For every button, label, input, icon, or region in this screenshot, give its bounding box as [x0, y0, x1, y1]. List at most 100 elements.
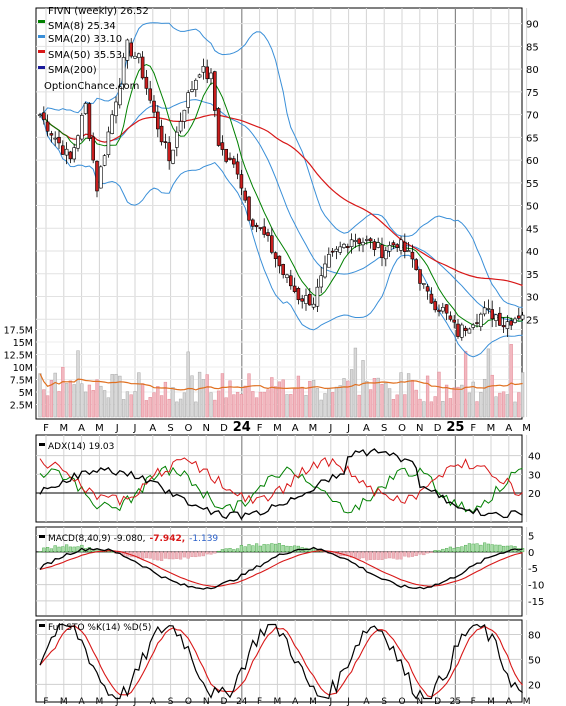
adx-title: ADX(14) 19.03 — [48, 442, 114, 452]
macd-histogram-bar — [274, 543, 278, 553]
candle-body — [494, 314, 498, 321]
volume-bar — [186, 351, 190, 418]
candle-body — [60, 145, 65, 155]
adx-y-tick-label: 20 — [528, 489, 541, 500]
candle-body — [399, 239, 403, 251]
candle-body — [243, 190, 247, 201]
volume-bar — [137, 372, 141, 418]
candle-body — [72, 147, 76, 160]
volume-bar — [327, 388, 331, 418]
volume-bar — [391, 399, 396, 418]
candle-body — [190, 89, 194, 92]
volume-bar — [197, 371, 202, 418]
candle-body — [326, 254, 331, 268]
x-tick-label-bottom: D — [221, 697, 228, 706]
macd-histogram-bar — [46, 547, 50, 553]
volume-bar — [178, 398, 183, 418]
macd-histogram-bar — [353, 551, 357, 558]
candle-body — [459, 324, 464, 338]
macd-histogram-bar — [479, 544, 483, 553]
macd-histogram-bar — [266, 544, 270, 553]
volume-y-tick-label: 15M — [13, 338, 33, 349]
candle-body — [376, 242, 381, 248]
x-tick-label-bottom: M — [523, 697, 531, 706]
legend-swatch-sma200 — [38, 66, 45, 69]
macd-value: -9.080, — [114, 534, 146, 544]
macd-histogram-bar — [456, 547, 460, 553]
volume-bar — [479, 391, 483, 418]
volume-bar — [505, 394, 510, 418]
macd-histogram-bar — [414, 551, 418, 557]
sto-y-tick-label: 80 — [528, 630, 541, 641]
macd-line — [39, 546, 523, 590]
macd-histogram-bar — [258, 545, 262, 553]
candle-body — [156, 111, 160, 130]
volume-bar — [376, 377, 380, 418]
x-tick-label-bottom: O — [398, 697, 405, 706]
macd-histogram-bar — [407, 551, 411, 558]
macd-histogram-bar — [521, 548, 525, 553]
volume-bar — [277, 381, 282, 418]
x-tick-label: J — [346, 423, 350, 434]
volume-bar — [342, 378, 346, 418]
x-tick-label-bottom: F — [471, 697, 476, 706]
candle-body — [254, 224, 259, 228]
adx-y-tick-label: 30 — [528, 470, 541, 481]
candle-body — [364, 239, 369, 241]
candle-body — [448, 315, 453, 320]
macd-histogram-bar — [483, 542, 487, 553]
macd-histogram-bar — [57, 546, 61, 553]
candle-body — [387, 245, 392, 252]
volume-bar — [300, 386, 304, 418]
candle-body — [292, 285, 297, 292]
candle-body — [57, 136, 61, 144]
x-tick-label: D — [434, 423, 442, 434]
macd-histogram-bar — [224, 548, 228, 553]
candle-body — [273, 252, 278, 260]
x-tick-label: M — [487, 423, 496, 434]
x-tick-label-bottom: A — [150, 697, 157, 706]
volume-bar — [429, 401, 434, 418]
macd-histogram-bar — [133, 551, 137, 558]
macd-histogram-bar — [422, 551, 426, 556]
candle-body — [300, 298, 305, 302]
candle-body — [41, 112, 46, 120]
macd-histogram-bar — [270, 543, 274, 553]
candle-body — [418, 269, 422, 284]
volume-bar — [270, 377, 274, 418]
candle-body — [433, 301, 438, 311]
volume-bar — [91, 390, 95, 418]
macd-histogram-bar — [475, 543, 479, 553]
volume-bar — [452, 387, 456, 418]
volume-bar — [163, 381, 168, 418]
candle-body — [296, 288, 301, 301]
sto-k-line — [39, 623, 523, 700]
price-y-tick-label: 75 — [526, 88, 539, 99]
volume-y-tick-label: 17.5M — [4, 326, 33, 337]
x-tick-label: M — [95, 423, 104, 434]
sto-d-line — [39, 624, 524, 698]
macd-histogram-bar — [365, 551, 369, 561]
volume-bar — [418, 398, 422, 418]
macd-histogram-bar — [380, 551, 384, 560]
candle-body — [148, 88, 152, 101]
x-tick-label: M — [273, 423, 282, 434]
candle-body — [45, 121, 50, 132]
volume-bar — [83, 391, 88, 418]
volume-bar — [110, 374, 114, 418]
volume-bar — [266, 389, 270, 418]
macd-y-tick-label: -10 — [528, 581, 544, 592]
volume-bar — [190, 375, 194, 418]
x-tick-label: M — [309, 423, 318, 434]
macd-histogram-bar — [53, 545, 57, 553]
price-y-tick-label: 90 — [526, 20, 539, 31]
macd-histogram-bar — [281, 545, 285, 553]
candle-body — [349, 239, 354, 247]
legend-sma200: SMA(200) — [48, 65, 97, 76]
volume-bar — [49, 380, 54, 418]
x-tick-label-bottom: S — [381, 697, 387, 706]
volume-bar — [444, 384, 449, 418]
candle-body — [475, 322, 479, 324]
volume-bar — [57, 391, 61, 418]
macd-signal-line — [39, 550, 523, 588]
